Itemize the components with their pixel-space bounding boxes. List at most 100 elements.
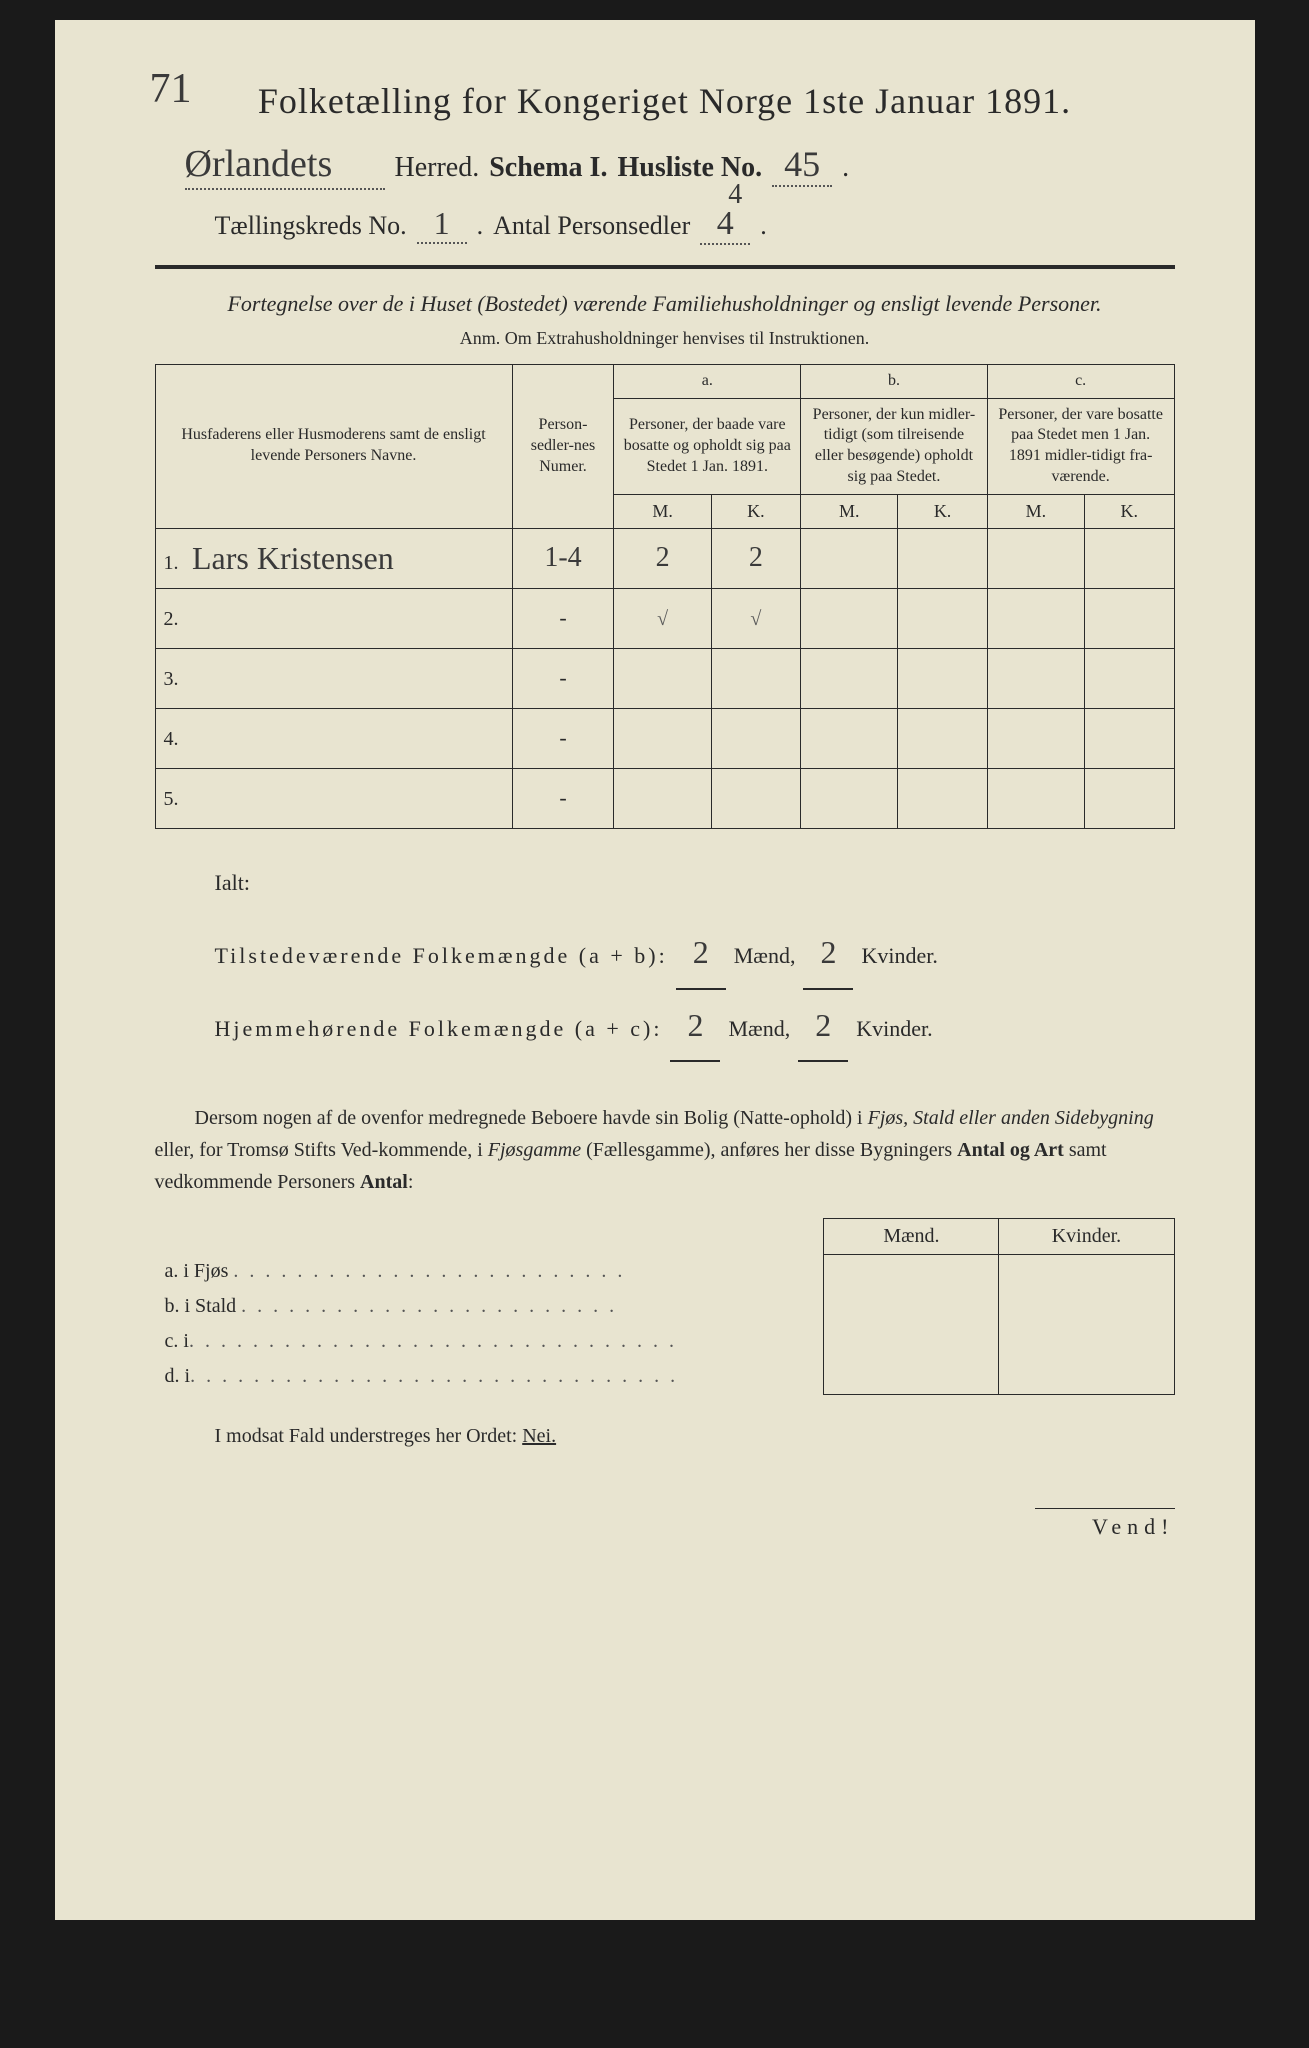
row-num: 3. (164, 668, 187, 690)
cell-cm (987, 588, 1084, 648)
bolig-k (999, 1254, 1174, 1289)
bolig-hdr-m: Mænd. (824, 1218, 999, 1254)
bolig-m (824, 1359, 999, 1394)
cell-numer: 1-4 (544, 542, 581, 573)
bolig-k (999, 1289, 1174, 1324)
cell-numer: - (512, 588, 614, 648)
cell-bm (801, 528, 898, 588)
anm-note: Anm. Om Extrahusholdninger henvises til … (155, 328, 1175, 349)
kvinder-label: Kvinder. (856, 1005, 932, 1053)
cell-bm (801, 648, 898, 708)
cell-am (614, 648, 711, 708)
person-name: Lars Kristensen (192, 540, 394, 576)
ialt-ac-k: 2 (798, 990, 848, 1062)
hdr-a-m: M. (614, 494, 711, 528)
cell-bk (898, 768, 987, 828)
row-num: 4. (164, 728, 187, 750)
cell-ck (1085, 588, 1175, 648)
ialt-section: Ialt: Tilstedeværende Folkemængde (a + b… (215, 859, 1175, 1062)
bolig-m (824, 1324, 999, 1359)
kreds-label: Tællingskreds No. (215, 211, 407, 241)
table-row: 5. - (155, 768, 1174, 828)
fortegnelse: Fortegnelse over de i Huset (Bostedet) v… (155, 289, 1175, 320)
husliste-no: 45 (772, 143, 832, 187)
hdr-c-m: M. (987, 494, 1084, 528)
antal-no: 4 4 (700, 205, 750, 245)
cell-numer: - (512, 768, 614, 828)
cell-ck (1085, 528, 1175, 588)
cell-numer: - (512, 708, 614, 768)
bolig-label: a. i Fjøs (165, 1260, 229, 1282)
ialt-label: Ialt: (215, 859, 1175, 907)
bolig-row: b. i Stald . . . . . . . . . . . . . . .… (155, 1289, 1175, 1324)
bolig-hdr-k: Kvinder. (999, 1218, 1174, 1254)
hdr-b-m: M. (801, 494, 898, 528)
ialt-label-ac: Hjemmehørende Folkemængde (a + c): (215, 1005, 663, 1053)
bolig-k (999, 1359, 1174, 1394)
dersom-paragraph: Dersom nogen af de ovenfor medregnede Be… (155, 1102, 1175, 1198)
herred-label: Herred. (395, 152, 480, 184)
kreds-line: Tællingskreds No. 1 . Antal Personsedler… (155, 205, 1175, 245)
antal-correction: 4 (728, 179, 742, 211)
cell-am (614, 768, 711, 828)
modsat-line: I modsat Fald understreges her Ordet: Ne… (155, 1425, 1175, 1448)
cell-am (614, 708, 711, 768)
hdr-c-text: Personer, der vare bosatte paa Stedet me… (987, 398, 1174, 494)
hdr-b-text: Personer, der kun midler-tidigt (som til… (801, 398, 988, 494)
cell-bm (801, 588, 898, 648)
form-title: Folketælling for Kongeriget Norge 1ste J… (155, 80, 1175, 122)
ialt-ac-m: 2 (670, 990, 720, 1062)
nei-word: Nei. (522, 1425, 556, 1447)
table-row: 4. - (155, 708, 1174, 768)
cell-cm (987, 648, 1084, 708)
cell-ak: √ (750, 608, 761, 630)
cell-bm (801, 708, 898, 768)
hdr-b-k: K. (898, 494, 987, 528)
cell-ak: 2 (749, 542, 763, 573)
hdr-a-label: a. (614, 364, 801, 398)
ialt-ab-k: 2 (803, 917, 853, 989)
cell-cm (987, 768, 1084, 828)
bolig-m (824, 1254, 999, 1289)
cell-bk (898, 648, 987, 708)
table-row: 1. Lars Kristensen 1-4 2 2 (155, 528, 1174, 588)
cell-cm (987, 528, 1084, 588)
bolig-label: c. i (165, 1330, 189, 1352)
bolig-label: b. i Stald (165, 1295, 237, 1317)
cell-am: 2 (656, 542, 670, 573)
cell-bk (898, 588, 987, 648)
cell-ck (1085, 708, 1175, 768)
ialt-row-ab: Tilstedeværende Folkemængde (a + b): 2 M… (215, 917, 1175, 989)
bolig-m (824, 1289, 999, 1324)
hdr-c-label: c. (987, 364, 1174, 398)
cell-am: √ (657, 608, 668, 630)
maend-label: Mænd, (734, 932, 796, 980)
corner-number: 71 (150, 65, 192, 113)
kreds-no: 1 (417, 205, 467, 244)
divider (155, 265, 1175, 269)
schema-label: Schema I. (489, 152, 607, 184)
main-table: Husfaderens eller Husmoderens samt de en… (155, 364, 1175, 829)
table-row: 2. - √ √ (155, 588, 1174, 648)
cell-ak (711, 768, 800, 828)
cell-numer: - (512, 648, 614, 708)
hdr-a-k: K. (711, 494, 800, 528)
cell-ck (1085, 648, 1175, 708)
row-num: 2. (164, 608, 187, 630)
cell-bm (801, 768, 898, 828)
bolig-k (999, 1324, 1174, 1359)
bolig-row: c. i. . . . . . . . . . . . . . . . . . … (155, 1324, 1175, 1359)
cell-ak (711, 648, 800, 708)
hdr-a-text: Personer, der baade vare bosatte og opho… (614, 398, 801, 494)
row-num: 1. (164, 552, 187, 574)
ialt-label-ab: Tilstedeværende Folkemængde (a + b): (215, 932, 668, 980)
bolig-row: a. i Fjøs . . . . . . . . . . . . . . . … (155, 1254, 1175, 1289)
bolig-row: d. i. . . . . . . . . . . . . . . . . . … (155, 1359, 1175, 1394)
cell-bk (898, 708, 987, 768)
census-form-page: 71 Folketælling for Kongeriget Norge 1st… (55, 20, 1255, 1920)
ialt-row-ac: Hjemmehørende Folkemængde (a + c): 2 Mæn… (215, 990, 1175, 1062)
ialt-ab-m: 2 (676, 917, 726, 989)
cell-cm (987, 708, 1084, 768)
hdr-name: Husfaderens eller Husmoderens samt de en… (155, 364, 512, 528)
table-row: 3. - (155, 648, 1174, 708)
